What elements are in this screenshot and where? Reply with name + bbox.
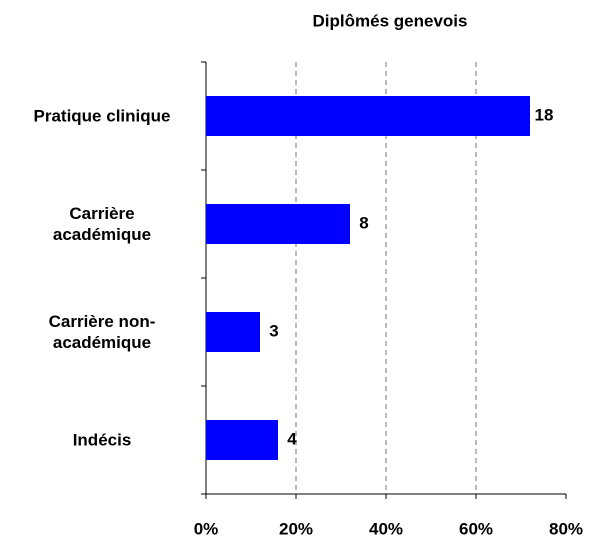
bar xyxy=(206,420,278,460)
x-tick-label: 20% xyxy=(279,519,313,538)
x-tick-label: 60% xyxy=(459,519,493,538)
category-label: Carrière non- académique xyxy=(48,312,156,352)
bar xyxy=(206,204,350,244)
data-label: 8 xyxy=(359,213,368,232)
category-label: Indécis xyxy=(72,430,132,450)
x-tick-label: 40% xyxy=(369,519,403,538)
chart-title: Diplômés genevois xyxy=(313,11,468,30)
category-label: Pratique clinique xyxy=(33,106,171,126)
x-tick-label: 0% xyxy=(194,519,219,538)
bar xyxy=(206,96,530,136)
data-label: 4 xyxy=(287,429,297,448)
x-tick-label: 80% xyxy=(549,519,583,538)
category-label: Carrière académique xyxy=(52,204,152,244)
category-labels: Pratique clinique Carrière académique Carr… xyxy=(0,0,192,542)
data-label: 3 xyxy=(269,321,278,340)
bar xyxy=(206,312,260,352)
data-label: 18 xyxy=(535,105,554,124)
